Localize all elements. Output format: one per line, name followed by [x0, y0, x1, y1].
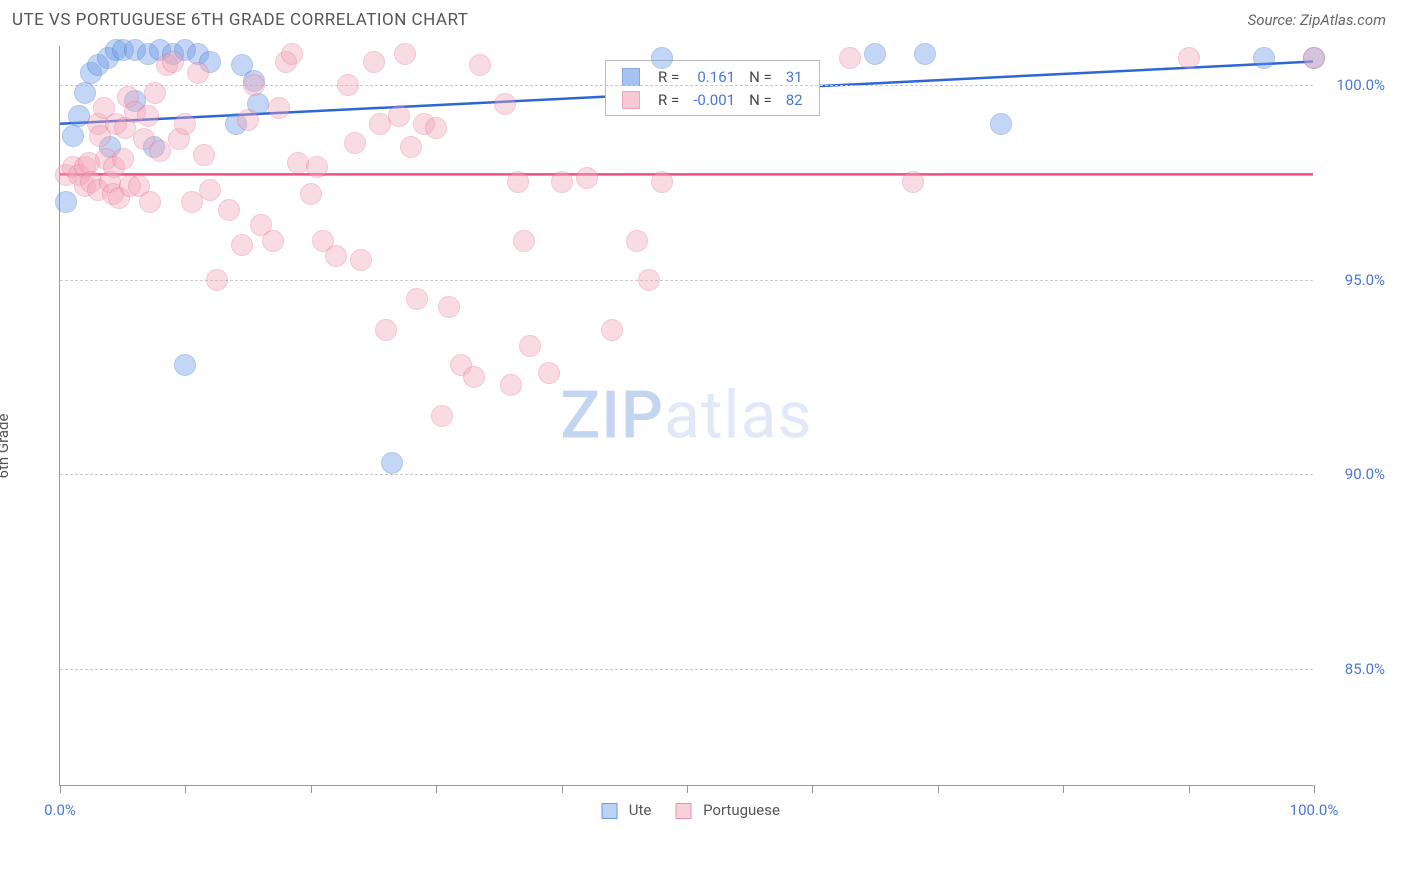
- scatter-point: [193, 144, 215, 166]
- chart-container: 6th Grade ZIPatlas R = 0.161 N = 31 R = …: [13, 36, 1393, 856]
- legend-item: Portuguese: [667, 801, 780, 819]
- scatter-point: [406, 288, 428, 310]
- scatter-point: [337, 74, 359, 96]
- scatter-point: [576, 167, 598, 189]
- plot-area: ZIPatlas R = 0.161 N = 31 R = -0.001 N =…: [59, 46, 1313, 786]
- scatter-point: [469, 54, 491, 76]
- scatter-point: [381, 452, 403, 474]
- x-tick-label: 0.0%: [44, 801, 76, 819]
- y-axis-label: 6th Grade: [0, 414, 12, 479]
- scatter-point: [425, 117, 447, 139]
- legend-item: Ute: [593, 801, 651, 819]
- x-tick: [311, 785, 312, 793]
- x-tick: [562, 785, 563, 793]
- scatter-point: [218, 199, 240, 221]
- y-tick-label: 90.0%: [1321, 465, 1385, 483]
- scatter-point: [344, 132, 366, 154]
- legend: Ute Portuguese: [585, 801, 788, 819]
- scatter-point: [231, 234, 253, 256]
- scatter-point: [162, 51, 184, 73]
- scatter-point: [1178, 47, 1200, 69]
- x-tick: [1063, 785, 1064, 793]
- scatter-point: [990, 113, 1012, 135]
- scatter-point: [431, 405, 453, 427]
- stats-row: R = -0.001 N = 82: [616, 89, 809, 110]
- gridline: [60, 280, 1313, 281]
- scatter-point: [388, 105, 410, 127]
- scatter-point: [914, 43, 936, 65]
- x-tick: [1189, 785, 1190, 793]
- scatter-point: [243, 74, 265, 96]
- y-tick-label: 100.0%: [1321, 76, 1385, 94]
- chart-title: UTE VS PORTUGUESE 6TH GRADE CORRELATION …: [12, 10, 468, 30]
- scatter-point: [281, 43, 303, 65]
- scatter-point: [1253, 47, 1275, 69]
- trend-lines: [60, 46, 1313, 785]
- scatter-point: [507, 171, 529, 193]
- scatter-point: [144, 82, 166, 104]
- scatter-point: [112, 148, 134, 170]
- scatter-point: [651, 171, 673, 193]
- correlation-stats-box: R = 0.161 N = 31 R = -0.001 N = 82: [605, 60, 820, 116]
- scatter-point: [137, 105, 159, 127]
- scatter-point: [1303, 47, 1325, 69]
- chart-source: Source: ZipAtlas.com: [1248, 11, 1386, 29]
- scatter-point: [139, 191, 161, 213]
- scatter-point: [463, 366, 485, 388]
- scatter-point: [438, 296, 460, 318]
- x-tick: [60, 785, 61, 793]
- x-tick: [687, 785, 688, 793]
- scatter-point: [494, 93, 516, 115]
- watermark: ZIPatlas: [560, 377, 812, 454]
- scatter-point: [626, 230, 648, 252]
- scatter-point: [300, 183, 322, 205]
- x-tick: [812, 785, 813, 793]
- scatter-point: [500, 374, 522, 396]
- scatter-point: [237, 109, 259, 131]
- scatter-point: [551, 171, 573, 193]
- stats-row: R = 0.161 N = 31: [616, 66, 809, 87]
- scatter-point: [62, 125, 84, 147]
- scatter-point: [363, 51, 385, 73]
- scatter-point: [638, 269, 660, 291]
- scatter-point: [864, 43, 886, 65]
- gridline: [60, 669, 1313, 670]
- scatter-point: [262, 230, 284, 252]
- scatter-point: [187, 62, 209, 84]
- scatter-point: [74, 82, 96, 104]
- scatter-point: [268, 97, 290, 119]
- scatter-point: [839, 47, 861, 69]
- scatter-point: [55, 191, 77, 213]
- y-tick-label: 95.0%: [1321, 271, 1385, 289]
- scatter-point: [651, 47, 673, 69]
- scatter-point: [519, 335, 541, 357]
- x-tick: [938, 785, 939, 793]
- gridline: [60, 474, 1313, 475]
- x-tick: [185, 785, 186, 793]
- x-tick: [436, 785, 437, 793]
- scatter-point: [206, 269, 228, 291]
- scatter-point: [902, 171, 924, 193]
- x-tick: [1314, 785, 1315, 793]
- scatter-point: [400, 136, 422, 158]
- scatter-point: [350, 249, 372, 271]
- scatter-point: [601, 319, 623, 341]
- scatter-point: [538, 362, 560, 384]
- scatter-point: [306, 156, 328, 178]
- y-tick-label: 85.0%: [1321, 660, 1385, 678]
- scatter-point: [513, 230, 535, 252]
- x-tick-label: 100.0%: [1290, 801, 1339, 819]
- scatter-point: [375, 319, 397, 341]
- scatter-point: [394, 43, 416, 65]
- scatter-point: [325, 245, 347, 267]
- scatter-point: [199, 179, 221, 201]
- scatter-point: [174, 354, 196, 376]
- scatter-point: [174, 113, 196, 135]
